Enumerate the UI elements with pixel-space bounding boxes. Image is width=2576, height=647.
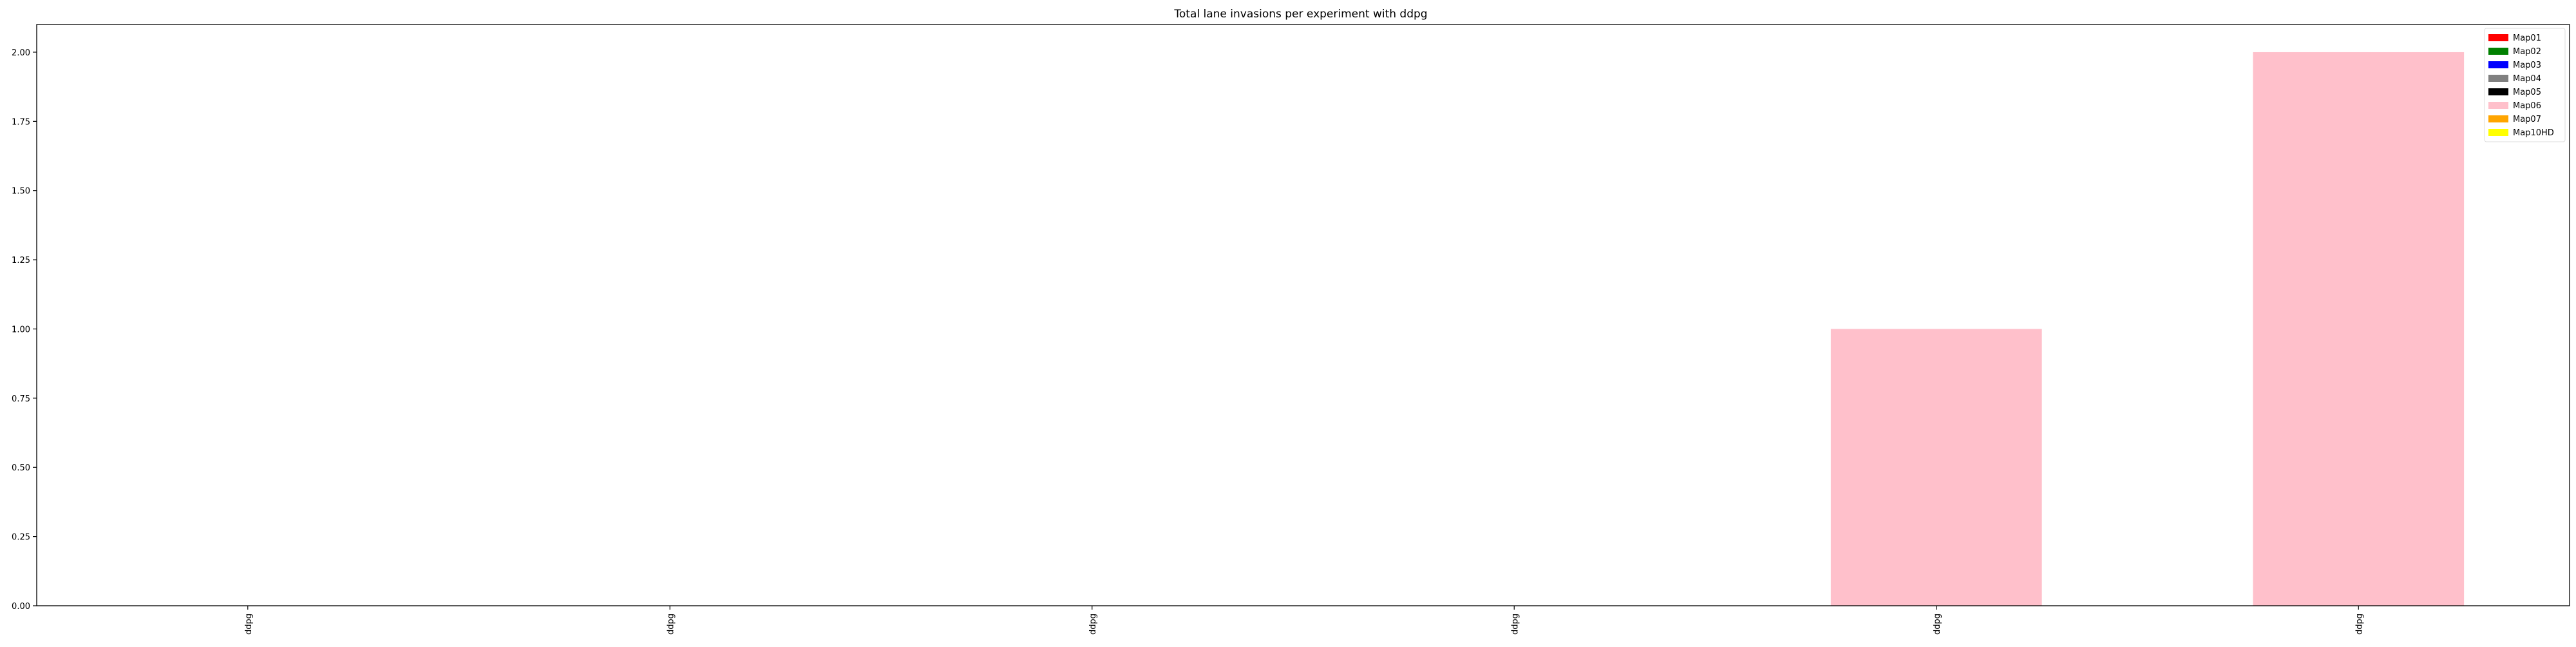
y-tick-label: 1.25 (12, 256, 30, 266)
x-tick-label: ddpg (2354, 613, 2364, 635)
x-tick-label: ddpg (1933, 613, 1942, 635)
y-tick-label: 0.00 (12, 602, 30, 612)
legend-swatch-map03 (2488, 61, 2508, 68)
legend-swatch-map10hd (2488, 129, 2508, 136)
x-tick-label: ddpg (244, 613, 254, 635)
y-tick-label: 0.25 (12, 533, 30, 543)
y-tick-label: 1.75 (12, 117, 30, 127)
legend-label-map03: Map03 (2513, 61, 2541, 70)
legend-swatch-map04 (2488, 75, 2508, 82)
legend-swatch-map05 (2488, 88, 2508, 95)
chart-title: Total lane invasions per experiment with… (1173, 8, 1427, 21)
x-tick-label: ddpg (1088, 613, 1098, 635)
plot-frame (36, 24, 2570, 606)
y-axis: 0.00 0.25 0.50 0.75 1.00 1.25 1.50 1.75 2.00 (12, 48, 37, 612)
legend-swatch-map01 (2488, 34, 2508, 41)
legend-box (2484, 28, 2566, 142)
legend: Map01 Map02 Map03 Map04 Map05 Map06 Map07 Map10… (2484, 28, 2566, 142)
x-tick-label: ddpg (666, 613, 676, 635)
legend-swatch-map02 (2488, 48, 2508, 55)
y-tick-label: 0.50 (12, 463, 30, 473)
legend-swatch-map07 (2488, 115, 2508, 122)
legend-label-map06: Map06 (2513, 101, 2541, 111)
legend-label-map10hd: Map10HD (2513, 128, 2554, 138)
legend-label-map01: Map01 (2513, 34, 2541, 43)
y-tick-label: 1.50 (12, 187, 30, 197)
y-tick-label: 0.75 (12, 394, 30, 404)
bar-map06-5 (1830, 329, 2042, 606)
legend-swatch-map06 (2488, 102, 2508, 109)
legend-label-map05: Map05 (2513, 88, 2541, 97)
x-axis: ddpg ddpg ddpg ddpg ddpg ddpg (244, 606, 2364, 635)
y-tick-label: 1.00 (12, 325, 30, 334)
legend-label-map02: Map02 (2513, 47, 2541, 57)
legend-label-map07: Map07 (2513, 115, 2541, 124)
bars-layer (1830, 52, 2465, 606)
y-tick-label: 2.00 (12, 48, 30, 58)
bar-map06-6 (2253, 52, 2465, 606)
x-tick-label: ddpg (1510, 613, 1520, 635)
legend-label-map04: Map04 (2513, 74, 2541, 84)
